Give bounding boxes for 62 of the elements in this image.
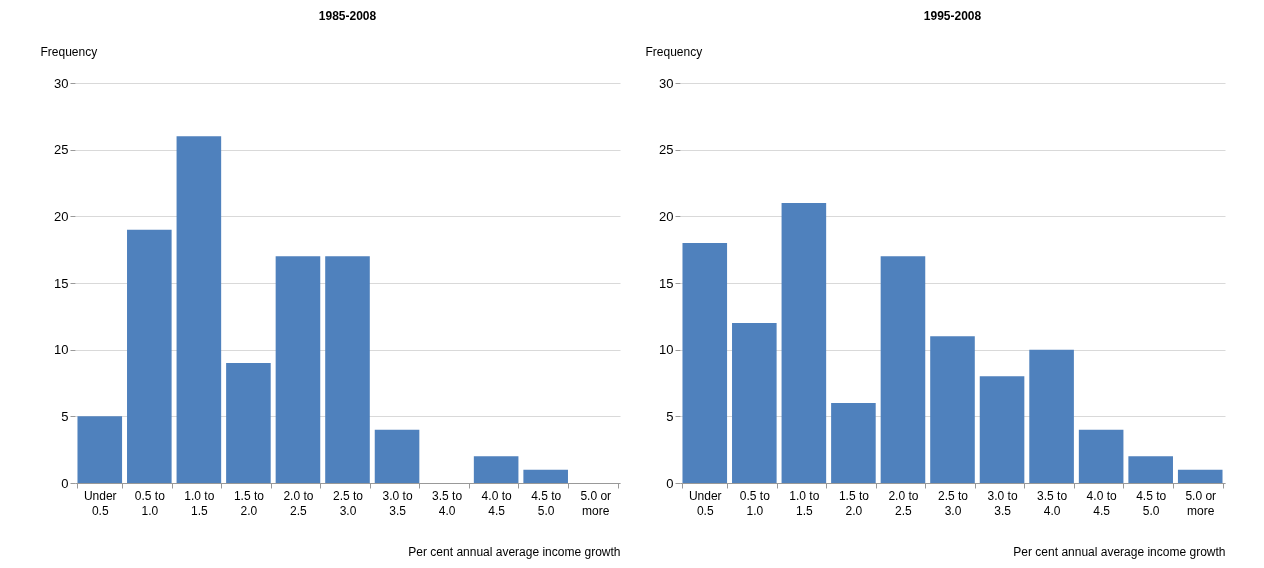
y-tick-label: 25 xyxy=(54,142,69,158)
x-tick-label: 3.5 to 4.0 xyxy=(1037,488,1068,518)
x-tick-label: Under 0.5 xyxy=(688,488,722,518)
y-axis-title: Frequency xyxy=(40,44,98,59)
x-tick-label: 2.0 to 2.5 xyxy=(888,488,919,518)
bar xyxy=(1029,349,1074,483)
x-tick-label: 0.5 to 1.0 xyxy=(134,488,166,518)
y-tick-label: 25 xyxy=(659,142,674,158)
x-tick-label: 4.5 to 5.0 xyxy=(1136,488,1167,518)
x-axis-title: Per cent annual average income growth xyxy=(1013,544,1226,559)
bar xyxy=(979,376,1025,483)
x-tick-label: 1.0 to 1.5 xyxy=(184,488,215,518)
y-tick-label: 15 xyxy=(54,275,69,291)
bar xyxy=(1128,456,1173,483)
x-tick-label: Under 0.5 xyxy=(83,488,117,518)
y-tick-label: 30 xyxy=(659,75,674,91)
x-axis-title: Per cent annual average income growth xyxy=(408,544,621,559)
bar xyxy=(781,203,827,483)
x-tick-label: 5.0 or more xyxy=(580,488,612,518)
y-tick-label: 10 xyxy=(54,342,69,358)
y-tick-label: 15 xyxy=(659,275,674,291)
bar xyxy=(127,229,172,483)
bar xyxy=(473,456,519,483)
bar xyxy=(226,363,271,483)
bar xyxy=(77,416,123,483)
y-tick-label: 10 xyxy=(659,342,674,358)
y-tick-label: 5 xyxy=(61,408,69,424)
bar xyxy=(176,136,222,483)
x-tick-label: 4.0 to 4.5 xyxy=(481,488,512,518)
y-tick-label: 20 xyxy=(659,208,674,224)
y-tick-label: 5 xyxy=(666,408,674,424)
x-tick-label: 3.0 to 3.5 xyxy=(987,488,1018,518)
bar xyxy=(275,256,321,483)
y-tick-label: 0 xyxy=(666,475,674,491)
x-tick-label: 2.0 to 2.5 xyxy=(283,488,314,518)
x-tick-label: 1.5 to 2.0 xyxy=(838,488,870,518)
bar xyxy=(374,429,420,483)
x-tick-label: 4.5 to 5.0 xyxy=(531,488,562,518)
chart-title: 1985-2008 xyxy=(318,9,377,23)
x-tick-label: 3.5 to 4.0 xyxy=(432,488,463,518)
y-tick-label: 0 xyxy=(61,475,69,491)
bar xyxy=(930,336,975,483)
bar xyxy=(682,243,728,483)
x-tick-label: 0.5 to 1.0 xyxy=(739,488,771,518)
x-tick-label: 1.5 to 2.0 xyxy=(233,488,265,518)
x-tick-label: 2.5 to 3.0 xyxy=(937,488,969,518)
bar xyxy=(523,469,568,483)
bar xyxy=(1078,429,1124,483)
bar xyxy=(1177,469,1223,483)
x-tick-label: 5.0 or more xyxy=(1185,488,1217,518)
bar xyxy=(325,256,370,483)
y-tick-label: 30 xyxy=(54,75,69,91)
x-tick-label: 2.5 to 3.0 xyxy=(332,488,364,518)
x-tick-label: 4.0 to 4.5 xyxy=(1086,488,1117,518)
x-tick-label: 3.0 to 3.5 xyxy=(382,488,413,518)
y-axis-title: Frequency xyxy=(645,44,703,59)
bar xyxy=(732,323,777,483)
bar xyxy=(880,256,926,483)
chart-title: 1995-2008 xyxy=(923,9,982,23)
y-tick-label: 20 xyxy=(54,208,69,224)
bar xyxy=(831,403,876,483)
x-tick-label: 1.0 to 1.5 xyxy=(789,488,820,518)
